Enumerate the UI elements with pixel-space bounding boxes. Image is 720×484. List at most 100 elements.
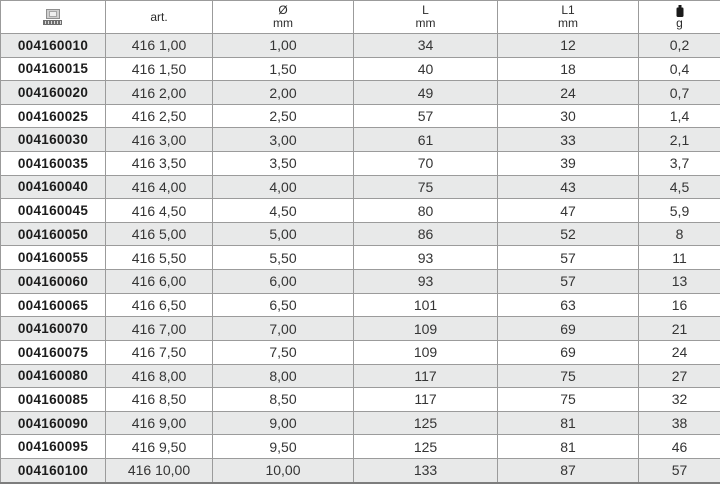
cell-length-mm: 117: [353, 387, 498, 412]
cell-art: 416 1,00: [105, 33, 213, 58]
cell-length1-mm: 63: [497, 292, 639, 318]
cell-code: 004160055: [0, 245, 106, 271]
cell-code: 004160090: [0, 410, 106, 436]
cell-length1-mm: 57: [497, 245, 639, 271]
cell-diameter-mm: 4,50: [212, 198, 354, 223]
header-code: [0, 0, 106, 34]
cell-diameter-mm: 3,50: [212, 151, 354, 176]
cell-weight-g: 21: [638, 316, 720, 341]
cell-art: 416 3,00: [105, 127, 213, 153]
table-row: 004160065 416 6,50 6,50 101 63 16: [0, 292, 720, 318]
cell-code: 004160100: [0, 457, 106, 484]
cell-length1-mm: 81: [497, 410, 639, 436]
cell-length-mm: 86: [353, 221, 498, 247]
table-body: 004160010 416 1,00 1,00 34 12 0,2 004160015 416…: [0, 33, 720, 484]
table-row: 004160020 416 2,00 2,00 49 24 0,7: [0, 80, 720, 105]
table-row: 004160090 416 9,00 9,00 125 81 38: [0, 410, 720, 436]
cell-weight-g: 16: [638, 292, 720, 318]
table-row: 004160100 416 10,00 10,00 133 87 57: [0, 457, 720, 484]
cell-length1-mm: 81: [497, 434, 639, 459]
cell-length-mm: 109: [353, 316, 498, 341]
cell-length1-mm: 69: [497, 339, 639, 365]
cell-code: 004160080: [0, 363, 106, 389]
table-row: 004160085 416 8,50 8,50 117 75 32: [0, 387, 720, 412]
cell-length1-mm: 47: [497, 198, 639, 223]
table-row: 004160070 416 7,00 7,00 109 69 21: [0, 316, 720, 341]
cell-length-mm: 49: [353, 80, 498, 105]
cell-diameter-mm: 4,00: [212, 174, 354, 200]
header-length1-symbol: L1: [561, 3, 575, 17]
table-row: 004160010 416 1,00 1,00 34 12 0,2: [0, 33, 720, 58]
cell-diameter-mm: 2,00: [212, 80, 354, 105]
cell-diameter-mm: 7,00: [212, 316, 354, 341]
cell-weight-g: 46: [638, 434, 720, 459]
cell-weight-g: 2,1: [638, 127, 720, 153]
cell-art: 416 10,00: [105, 457, 213, 484]
cell-art: 416 9,50: [105, 434, 213, 459]
cell-length1-mm: 57: [497, 269, 639, 294]
cell-length1-mm: 43: [497, 174, 639, 200]
cell-art: 416 5,50: [105, 245, 213, 271]
cell-art: 416 4,50: [105, 198, 213, 223]
cell-weight-g: 1,4: [638, 103, 720, 129]
cell-length-mm: 125: [353, 434, 498, 459]
cell-art: 416 7,50: [105, 339, 213, 365]
header-length1: L1 mm: [497, 0, 639, 34]
cell-art: 416 9,00: [105, 410, 213, 436]
cell-length-mm: 93: [353, 269, 498, 294]
table-row: 004160025 416 2,50 2,50 57 30 1,4: [0, 103, 720, 129]
cell-length1-mm: 30: [497, 103, 639, 129]
cell-diameter-mm: 9,50: [212, 434, 354, 459]
cell-diameter-mm: 8,00: [212, 363, 354, 389]
cell-diameter-mm: 6,50: [212, 292, 354, 318]
cell-code: 004160020: [0, 80, 106, 105]
cell-diameter-mm: 9,00: [212, 410, 354, 436]
cell-diameter-mm: 1,50: [212, 56, 354, 82]
cell-art: 416 7,00: [105, 316, 213, 341]
cell-weight-g: 0,2: [638, 33, 720, 58]
cell-art: 416 6,00: [105, 269, 213, 294]
cell-length-mm: 61: [353, 127, 498, 153]
cell-code: 004160050: [0, 221, 106, 247]
header-art-label: art.: [150, 9, 168, 24]
cell-weight-g: 57: [638, 457, 720, 484]
cell-code: 004160085: [0, 387, 106, 412]
cell-weight-g: 8: [638, 221, 720, 247]
cell-length-mm: 70: [353, 151, 498, 176]
cell-length1-mm: 39: [497, 151, 639, 176]
weight-icon: [675, 4, 685, 17]
cell-length1-mm: 18: [497, 56, 639, 82]
cell-length-mm: 80: [353, 198, 498, 223]
table-header: art. Ø mm L mm L1 mm g: [0, 0, 720, 34]
header-length-unit: mm: [415, 16, 436, 30]
cell-length-mm: 75: [353, 174, 498, 200]
cell-length1-mm: 12: [497, 33, 639, 58]
cell-code: 004160015: [0, 56, 106, 82]
cell-weight-g: 24: [638, 339, 720, 365]
cell-diameter-mm: 7,50: [212, 339, 354, 365]
cell-art: 416 6,50: [105, 292, 213, 318]
cell-art: 416 3,50: [105, 151, 213, 176]
table-row: 004160035 416 3,50 3,50 70 39 3,7: [0, 151, 720, 176]
cell-length-mm: 101: [353, 292, 498, 318]
cell-length-mm: 40: [353, 56, 498, 82]
cell-art: 416 8,50: [105, 387, 213, 412]
table-row: 004160045 416 4,50 4,50 80 47 5,9: [0, 198, 720, 223]
cell-code: 004160030: [0, 127, 106, 153]
cell-art: 416 1,50: [105, 56, 213, 82]
cell-art: 416 2,00: [105, 80, 213, 105]
table-row: 004160015 416 1,50 1,50 40 18 0,4: [0, 56, 720, 82]
cell-weight-g: 32: [638, 387, 720, 412]
header-weight: g: [638, 0, 720, 34]
cell-length1-mm: 75: [497, 363, 639, 389]
cell-weight-g: 11: [638, 245, 720, 271]
header-row: art. Ø mm L mm L1 mm g: [0, 0, 720, 34]
cell-length1-mm: 24: [497, 80, 639, 105]
cell-length-mm: 109: [353, 339, 498, 365]
cell-art: 416 4,00: [105, 174, 213, 200]
table-row: 004160095 416 9,50 9,50 125 81 46: [0, 434, 720, 459]
header-weight-unit: g: [676, 16, 683, 30]
cell-code: 004160095: [0, 434, 106, 459]
table-row: 004160040 416 4,00 4,00 75 43 4,5: [0, 174, 720, 200]
